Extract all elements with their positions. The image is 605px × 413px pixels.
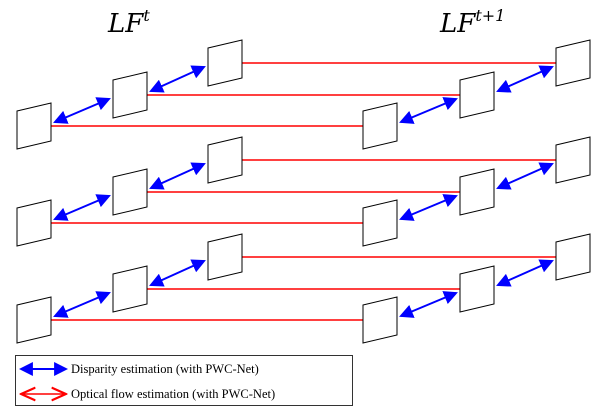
disparity-arrow-lf-t-row2-1 — [53, 194, 111, 221]
disparity-arrow-lf-t-row1-2 — [149, 65, 206, 93]
disparity-arrow-lf-t-row3-2 — [149, 259, 206, 287]
frames-and-arrows — [16, 39, 591, 344]
legend-optical-flow-label: Optical flow estimation (with PWC-Net) — [71, 387, 275, 401]
disparity-arrow-lf-t1-row3-1 — [399, 291, 458, 318]
frame-lf-t1-row3-3 — [555, 233, 591, 281]
frame-lf-t1-row1-1 — [362, 102, 398, 150]
frame-lf-t1-row2-2 — [459, 168, 495, 216]
disparity-arrow-lf-t-row2-2 — [149, 162, 206, 190]
frame-lf-t1-row3-1 — [362, 296, 398, 344]
frame-lf-t-row3-2 — [112, 265, 148, 313]
frame-lf-t1-row2-3 — [555, 136, 591, 184]
frame-lf-t-row2-2 — [112, 168, 148, 216]
frame-lf-t-row2-1 — [16, 199, 52, 247]
disparity-arrow-lf-t1-row1-1 — [399, 97, 458, 124]
frame-lf-t1-row2-1 — [362, 199, 398, 247]
disparity-arrow-lf-t1-row2-2 — [496, 162, 554, 190]
label-lf-t-plus-1: LFt+1 — [439, 6, 505, 39]
disparity-arrow-lf-t-row3-1 — [53, 291, 111, 318]
disparity-arrow-lf-t1-row3-2 — [496, 259, 554, 287]
frame-lf-t1-row1-2 — [459, 71, 495, 119]
frame-lf-t-row3-3 — [207, 233, 243, 281]
frame-lf-t1-row1-3 — [555, 39, 591, 87]
frame-lf-t-row2-3 — [207, 136, 243, 184]
disparity-arrow-lf-t1-row1-2 — [496, 65, 554, 93]
frame-lf-t-row1-3 — [207, 39, 243, 87]
disparity-arrow-lf-t-row1-1 — [53, 97, 111, 124]
legend: Disparity estimation (with PWC-Net) Opti… — [15, 355, 353, 406]
legend-disparity-label: Disparity estimation (with PWC-Net) — [71, 362, 259, 376]
frame-lf-t-row1-1 — [16, 102, 52, 150]
label-lf-t: LFt — [107, 6, 150, 39]
disparity-arrow-lf-t1-row2-1 — [399, 194, 458, 221]
legend-box — [15, 355, 353, 406]
frame-lf-t-row3-1 — [16, 296, 52, 344]
frame-lf-t-row1-2 — [112, 71, 148, 119]
frame-lf-t1-row3-2 — [459, 265, 495, 313]
